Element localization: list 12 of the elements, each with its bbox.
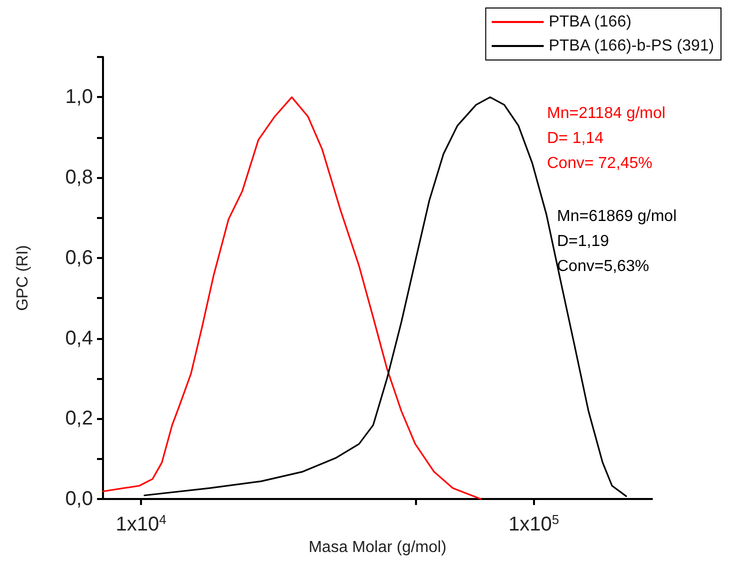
annotation: Mn=61869 g/mol D=1,19 Conv=5,63% xyxy=(557,208,677,275)
y-tick-label: 1,0 xyxy=(65,86,93,108)
y-tick-label: 0,0 xyxy=(65,488,93,510)
x-axis-title: Masa Molar (g/mol) xyxy=(308,538,446,556)
annotation: Mn=21184 g/mol D= 1,14 Conv= 72,45% xyxy=(547,105,666,172)
y-tick-label: 0,8 xyxy=(65,166,93,189)
y-axis-title: GPC (RI) xyxy=(14,245,32,311)
y-tick-label: 0,2 xyxy=(65,408,93,430)
y-tick-label: 0,6 xyxy=(65,246,93,269)
legend-label: PTBA (166)-b-PS (391) xyxy=(548,38,714,54)
y-tick-label: 0,4 xyxy=(65,327,93,350)
legend-label: PTBA (166) xyxy=(548,14,632,30)
